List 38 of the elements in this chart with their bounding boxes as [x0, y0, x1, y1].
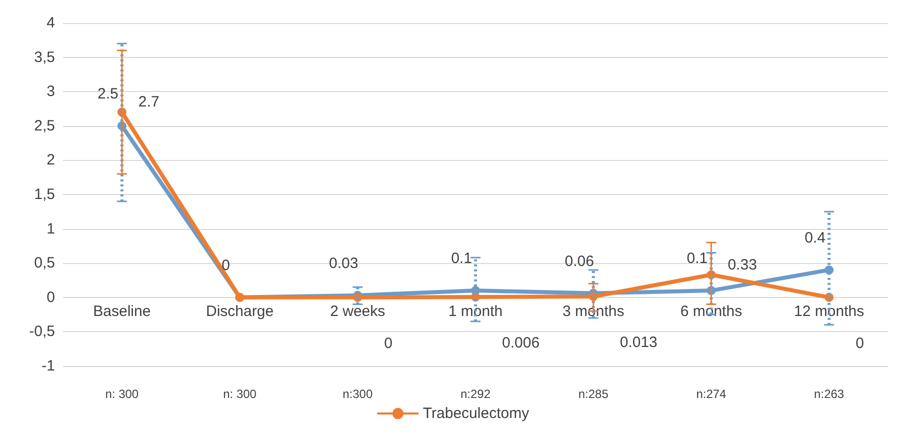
y-tick-label: 3	[46, 83, 55, 100]
x-tick-label: Discharge	[206, 303, 274, 320]
x-tick-label: 1 month	[448, 303, 503, 320]
data-label: 0.1	[451, 250, 472, 268]
data-label: 0.013	[620, 334, 658, 352]
x-tick-label: 2 weeks	[330, 303, 386, 320]
y-tick-label: -1	[42, 358, 55, 374]
data-label: 0	[384, 334, 392, 352]
data-label: 0.1	[686, 250, 708, 268]
text: n:274	[696, 387, 727, 401]
y-tick-label: -0,5	[29, 323, 55, 340]
y-tick-label: 2,5	[34, 117, 55, 134]
text: n: 300	[223, 387, 257, 401]
y-tick-label: 0	[46, 288, 55, 306]
data-label: 0.33	[728, 256, 757, 274]
data-label: 0.006	[502, 334, 540, 352]
text: n:285	[578, 387, 609, 401]
data-label: 0	[222, 256, 230, 274]
data-label: 0.4	[804, 229, 826, 246]
text: n:300	[342, 387, 373, 401]
data-label: 2.5	[98, 85, 118, 102]
y-tick-label: 1	[46, 220, 55, 238]
text: n:292	[460, 387, 491, 401]
data-label: 0.03	[329, 254, 358, 272]
text: n: 300	[105, 387, 139, 401]
data-label: 2.7	[138, 94, 160, 111]
text: n:263	[814, 387, 844, 401]
x-tick-label: 3 months	[562, 303, 624, 320]
y-tick-label: 3,5	[34, 48, 55, 66]
x-tick-label: 12 months	[794, 303, 864, 320]
y-tick-label: 4	[46, 14, 55, 32]
y-tick-label: 2	[46, 152, 55, 169]
data-label: 0.06	[564, 252, 594, 270]
data-label: 0	[856, 334, 864, 352]
y-tick-label: 1,5	[34, 186, 55, 203]
legend-label: Trabeculectomy	[422, 405, 530, 422]
y-tick-label: 0,5	[34, 254, 55, 272]
x-tick-label: Baseline	[93, 303, 151, 320]
